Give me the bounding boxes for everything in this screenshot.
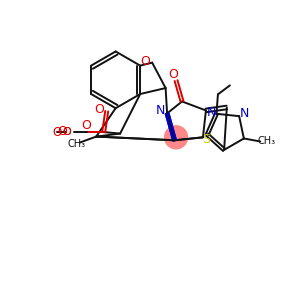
Text: N: N (206, 106, 216, 119)
Text: N: N (156, 104, 165, 117)
Text: O: O (140, 55, 150, 68)
Text: O: O (94, 103, 104, 116)
Circle shape (165, 126, 188, 149)
Text: CH₃: CH₃ (67, 139, 85, 149)
Text: O: O (62, 127, 71, 137)
Text: CH₃: CH₃ (258, 136, 276, 146)
Circle shape (165, 126, 188, 149)
Text: O: O (52, 126, 62, 139)
Text: O: O (57, 125, 67, 138)
Text: O: O (62, 127, 71, 137)
Text: N: N (240, 107, 249, 120)
Text: S: S (202, 133, 211, 146)
Text: O: O (169, 68, 178, 80)
Text: O: O (81, 119, 91, 132)
